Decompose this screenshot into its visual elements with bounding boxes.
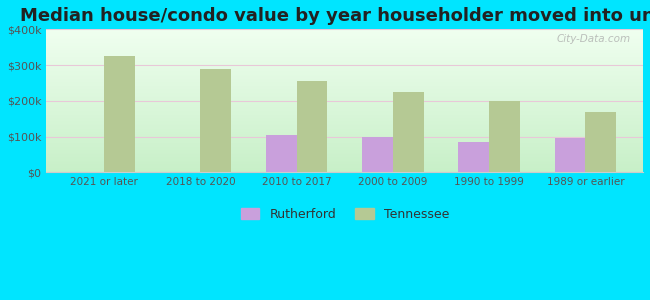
Bar <box>585 112 616 172</box>
Bar <box>362 137 393 172</box>
Legend: Rutherford, Tennessee: Rutherford, Tennessee <box>235 203 454 226</box>
Bar <box>200 69 231 172</box>
Bar <box>266 135 296 172</box>
Bar <box>104 56 135 172</box>
Bar <box>393 92 424 172</box>
Text: City-Data.com: City-Data.com <box>557 34 631 44</box>
Bar <box>554 138 585 172</box>
Title: Median house/condo value by year householder moved into unit: Median house/condo value by year househo… <box>20 7 650 25</box>
Bar <box>458 142 489 172</box>
Bar <box>296 81 328 172</box>
Bar <box>489 101 520 172</box>
